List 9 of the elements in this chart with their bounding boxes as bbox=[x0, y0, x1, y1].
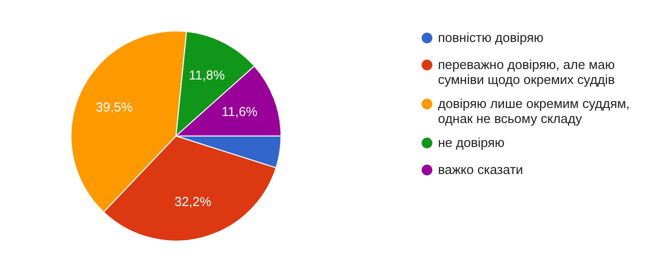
data-label: 11,8% bbox=[188, 67, 226, 82]
data-label: 11,6% bbox=[222, 104, 258, 119]
data-label: 32,2% bbox=[174, 194, 212, 209]
legend-label: важко сказати bbox=[438, 162, 524, 177]
legend-label: довіряю лише окремим суддям, однак не всьому складу bbox=[438, 96, 630, 126]
legend-label: переважно довіряю, але маю сумніви щодо окремих суддів bbox=[438, 57, 615, 87]
legend-label: не довіряю bbox=[438, 135, 505, 150]
legend-label: повністю довіряю bbox=[438, 30, 544, 45]
data-label: 39,5% bbox=[96, 100, 134, 115]
